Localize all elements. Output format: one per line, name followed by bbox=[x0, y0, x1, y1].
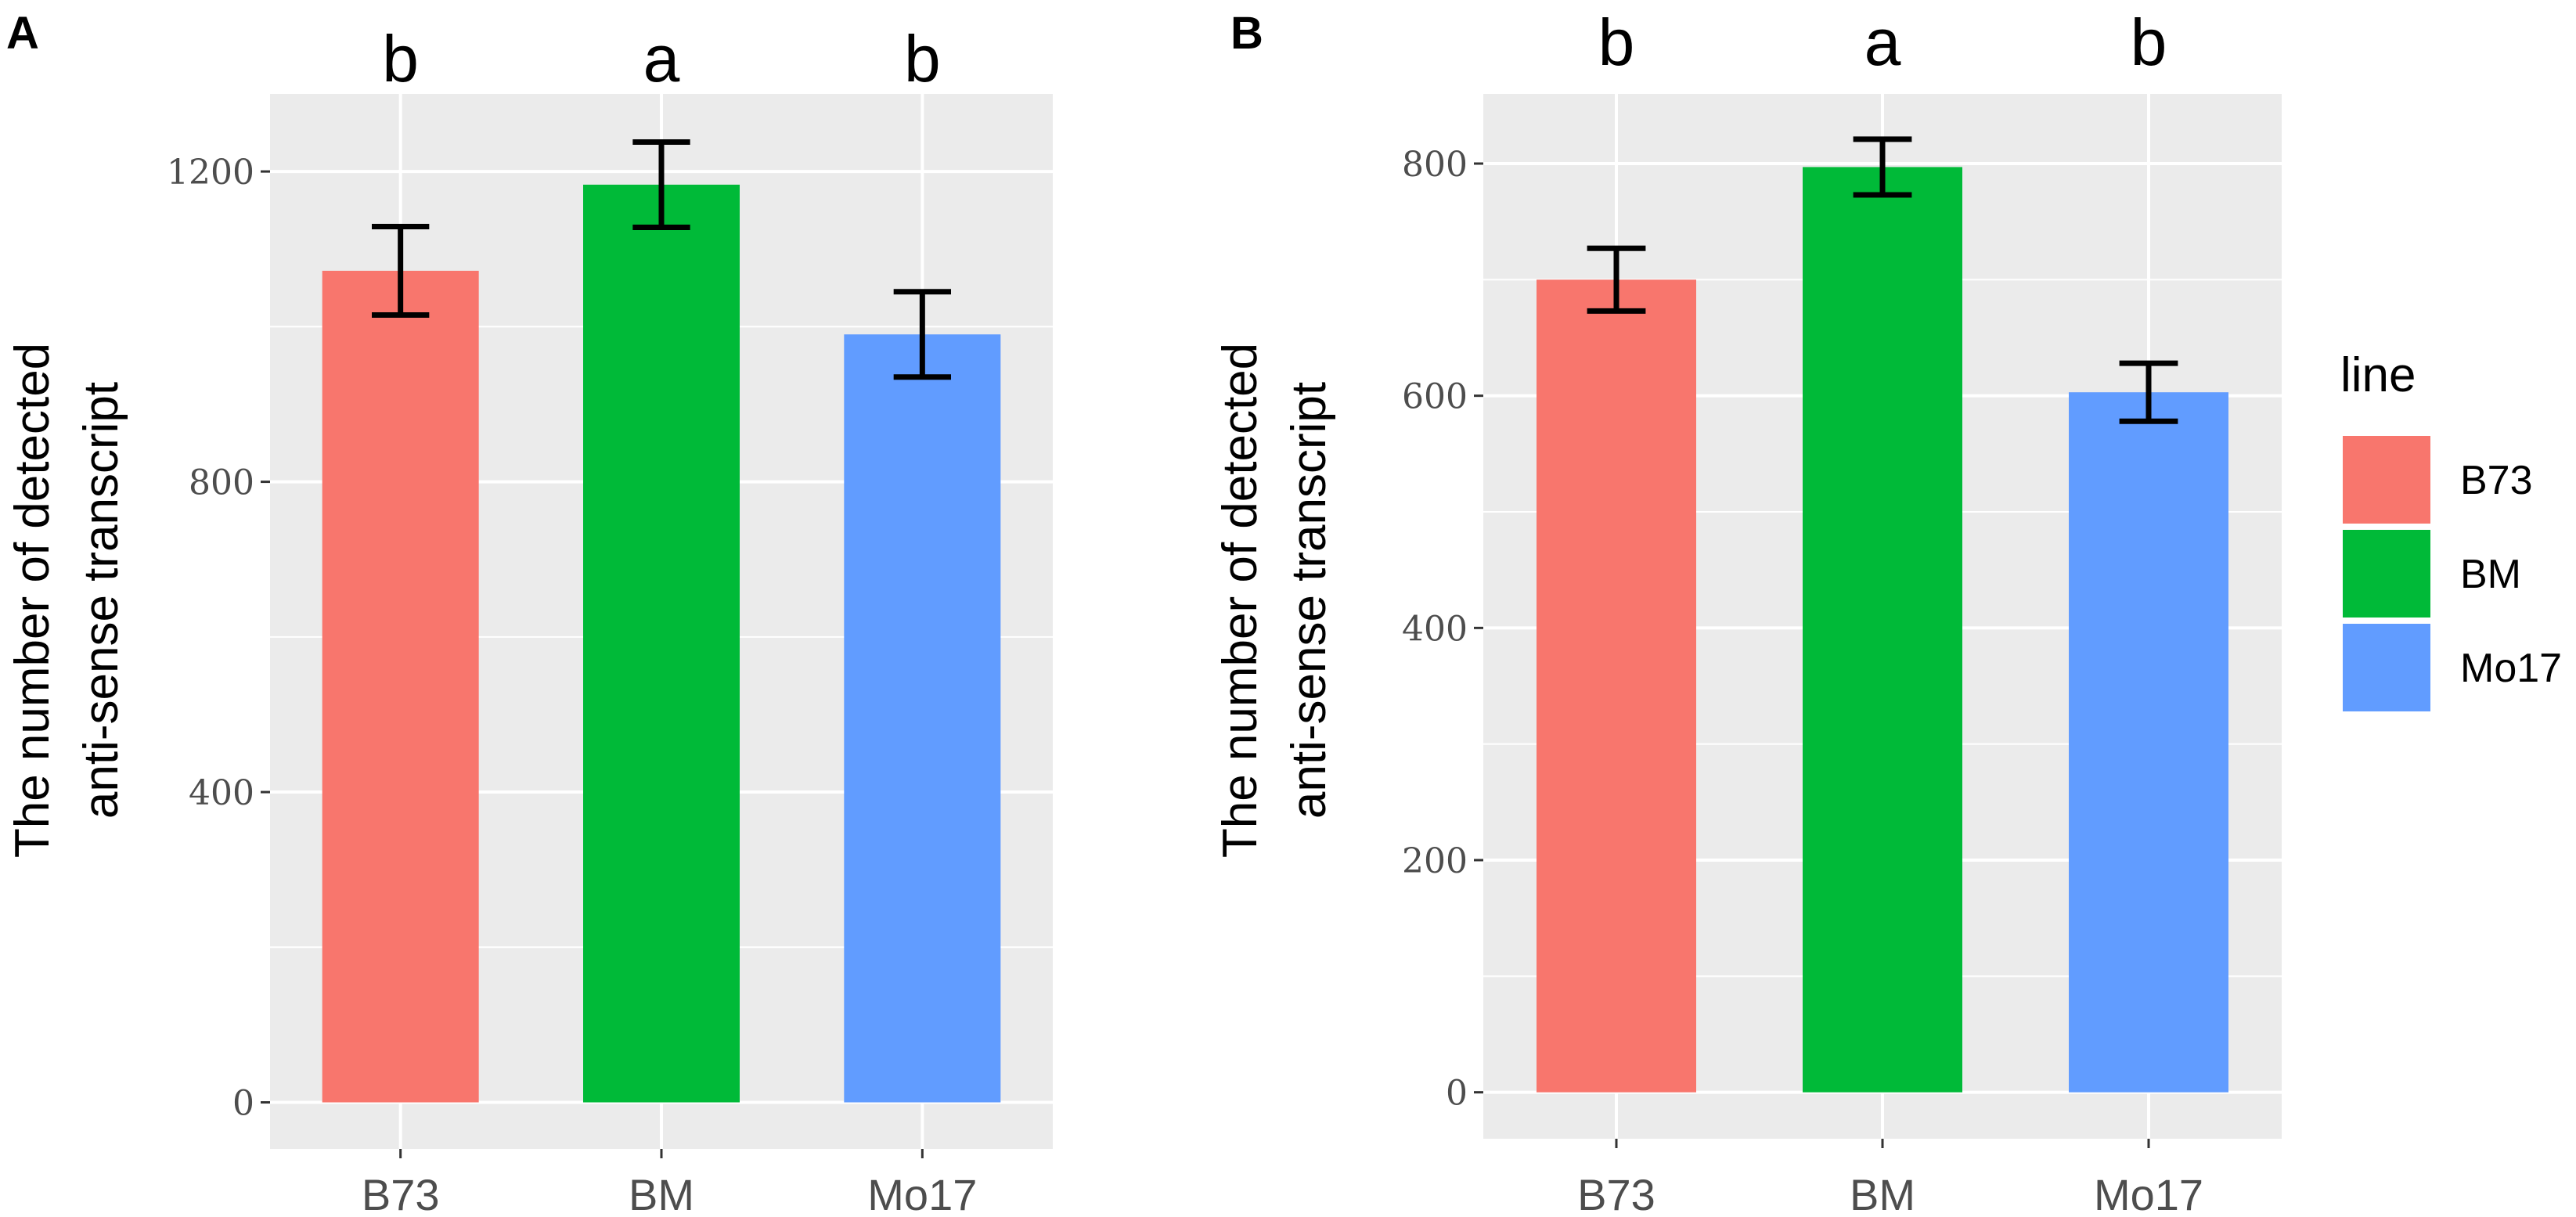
x-tick-label-b73: B73 bbox=[1577, 1170, 1655, 1217]
x-tick-label-b73: B73 bbox=[362, 1170, 440, 1217]
significance-letter: a bbox=[1864, 5, 1901, 79]
y-tick-label: 800 bbox=[189, 463, 254, 503]
error-bar-mo17 bbox=[893, 289, 951, 380]
significance-letter: a bbox=[643, 22, 680, 95]
error-bar-b73 bbox=[372, 223, 430, 318]
bar-bm bbox=[583, 184, 740, 1103]
legend-title: line bbox=[2340, 348, 2416, 402]
legend-label-bm: BM bbox=[2460, 552, 2521, 597]
panel-letter: A bbox=[6, 8, 39, 59]
legend-key-b73 bbox=[2343, 436, 2430, 524]
x-tick-label-bm: BM bbox=[1850, 1170, 1915, 1217]
legend-label-mo17: Mo17 bbox=[2460, 646, 2562, 691]
error-bar-mo17 bbox=[2119, 360, 2178, 424]
error-bar-bm bbox=[632, 139, 690, 230]
legend-key-mo17 bbox=[2343, 624, 2430, 711]
chart-panel-a: 0 400 800 1200 B73 BM Mo17 b a b A The number of de… bbox=[5, 8, 1053, 1217]
y-tick-label: 400 bbox=[1402, 609, 1468, 649]
bar-b73 bbox=[1537, 279, 1696, 1093]
y-tick-label: 1200 bbox=[167, 153, 254, 193]
significance-letter: b bbox=[904, 22, 941, 95]
bar-bm bbox=[1803, 167, 1962, 1093]
significance-letter: b bbox=[382, 22, 419, 95]
y-axis-title-line: anti-sense transcript bbox=[74, 382, 128, 819]
bar-mo17 bbox=[844, 334, 1001, 1103]
error-bar-b73 bbox=[1587, 245, 1646, 314]
legend-label-b73: B73 bbox=[2460, 458, 2533, 503]
y-tick-label: 0 bbox=[1446, 1074, 1468, 1114]
bar-mo17 bbox=[2069, 392, 2228, 1093]
chart-panel-b: 0 200 400 600 800 B73 BM Mo17 b a b B The number of … bbox=[1213, 5, 2282, 1217]
x-tick-label-bm: BM bbox=[629, 1170, 694, 1217]
significance-letter: b bbox=[1598, 5, 1635, 79]
error-bar-bm bbox=[1853, 136, 1912, 198]
y-axis-title-line: anti-sense transcript bbox=[1282, 382, 1336, 819]
panel-letter: B bbox=[1230, 8, 1263, 59]
bar-b73 bbox=[322, 270, 479, 1103]
x-tick-label-mo17: Mo17 bbox=[867, 1170, 977, 1217]
y-tick-label: 400 bbox=[189, 773, 254, 813]
significance-letter: b bbox=[2131, 5, 2167, 79]
y-tick-label: 800 bbox=[1402, 145, 1468, 185]
legend-key-bm bbox=[2343, 530, 2430, 618]
y-tick-label: 200 bbox=[1402, 841, 1468, 881]
y-axis-title-line: The number of detected bbox=[5, 343, 59, 858]
y-tick-label: 600 bbox=[1402, 377, 1468, 417]
y-axis-title-line: The number of detected bbox=[1213, 343, 1267, 858]
y-tick-label: 0 bbox=[232, 1084, 254, 1124]
x-tick-label-mo17: Mo17 bbox=[2094, 1170, 2203, 1217]
legend: line B73 BM Mo17 bbox=[2340, 348, 2562, 711]
